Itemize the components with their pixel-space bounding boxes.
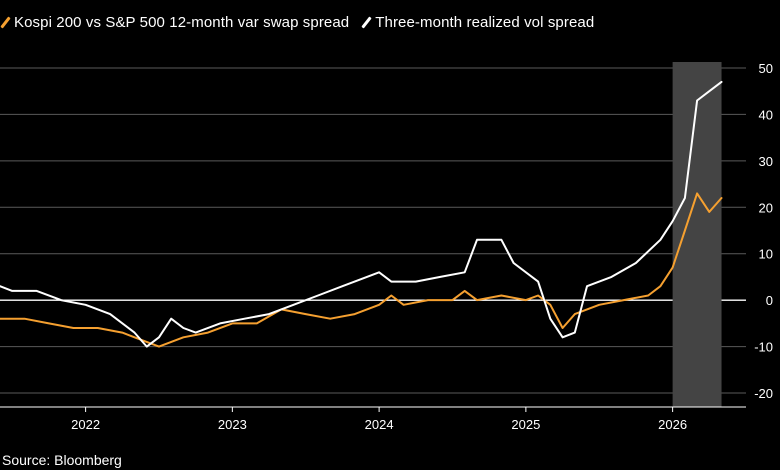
- series-lines: [0, 80, 723, 348]
- legend-label-realized-vol: Three-month realized vol spread: [375, 14, 595, 31]
- grid-lines: [0, 67, 746, 394]
- y-tick-label: -20: [754, 386, 773, 401]
- legend-label-var-swap: Kospi 200 vs S&P 500 12-month var swap s…: [14, 14, 350, 31]
- chart-legend: Kospi 200 vs S&P 500 12-month var swap s…: [0, 14, 610, 31]
- y-tick-label: 50: [759, 61, 773, 76]
- legend-item-var-swap: Kospi 200 vs S&P 500 12-month var swap s…: [0, 14, 350, 31]
- series-line-var-swap: [0, 192, 723, 348]
- x-tick-label: 2026: [658, 417, 687, 432]
- shaded-region: [672, 62, 722, 407]
- x-tick-label: 2023: [218, 417, 247, 432]
- y-tick-label: 20: [759, 200, 773, 215]
- source-note: Source: Bloomberg: [2, 452, 122, 468]
- y-tick-label: 30: [759, 154, 773, 169]
- line-chart: 50 40 30 20 10 0 -10 -20 2022 2023 2024 2025 2026: [0, 61, 773, 432]
- x-tick-label: 2022: [71, 417, 100, 432]
- shaded-region-rect: [672, 62, 722, 407]
- x-tick-label: 2025: [511, 417, 540, 432]
- y-tick-label: 40: [759, 107, 773, 122]
- series-line-realized-vol: [0, 80, 723, 348]
- legend-item-realized-vol: Three-month realized vol spread: [361, 14, 595, 31]
- axes: 50 40 30 20 10 0 -10 -20 2022 2023 2024 2025 2026: [0, 61, 773, 432]
- y-tick-label: 0: [766, 293, 773, 308]
- x-tick-label: 2024: [365, 417, 394, 432]
- y-tick-label: -10: [754, 340, 773, 355]
- y-tick-label: 10: [759, 247, 773, 262]
